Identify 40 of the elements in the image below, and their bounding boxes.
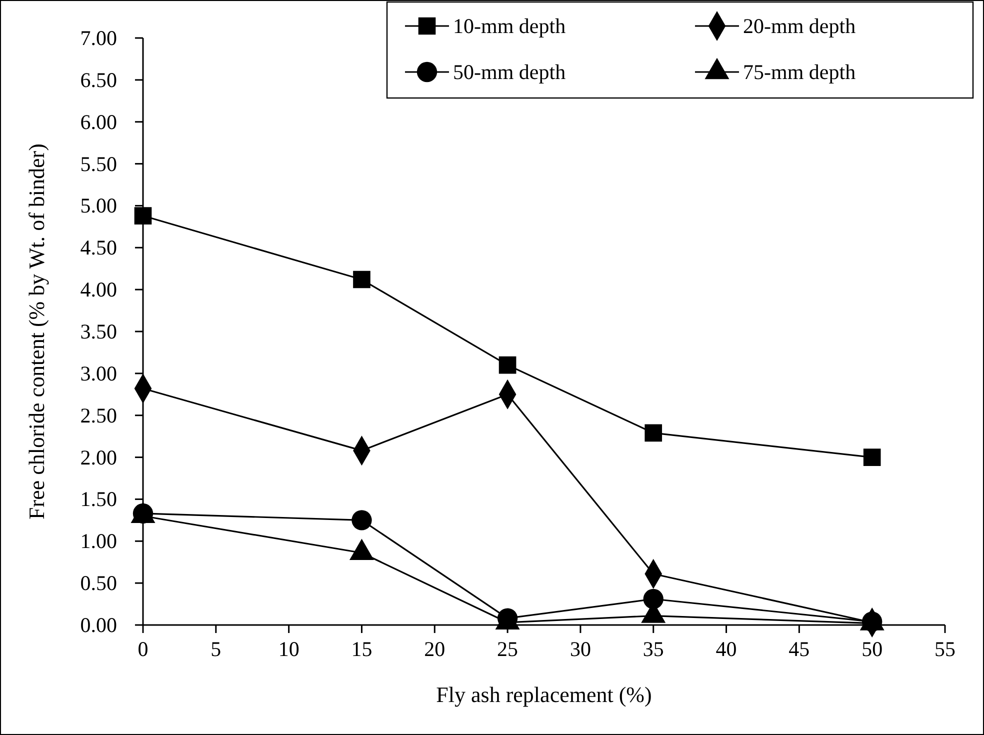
point xyxy=(863,448,881,466)
point xyxy=(352,510,372,530)
y-tick-label: 3.50 xyxy=(80,320,117,344)
y-tick-label: 4.50 xyxy=(80,236,117,260)
point xyxy=(134,207,152,224)
x-tick-label: 30 xyxy=(570,637,591,661)
y-tick-label: 1.00 xyxy=(80,529,117,554)
x-tick-label: 0 xyxy=(138,637,148,661)
legend-label: 75-mm depth xyxy=(743,60,856,84)
point xyxy=(498,356,516,374)
legend-label: 50-mm depth xyxy=(453,60,566,84)
point xyxy=(643,588,664,610)
legend-label: 10-mm depth xyxy=(453,14,566,38)
x-tick-label: 25 xyxy=(497,637,518,661)
y-tick-label: 3.00 xyxy=(80,361,117,386)
x-tick-label: 35 xyxy=(642,637,664,661)
y-tick-label: 5.50 xyxy=(80,152,117,176)
x-tick-label: 40 xyxy=(716,637,737,661)
x-tick-label: 20 xyxy=(424,637,446,661)
point xyxy=(644,424,662,442)
y-tick-label: 0.50 xyxy=(80,571,117,596)
y-tick-label: 5.00 xyxy=(80,194,117,218)
x-tick-label: 45 xyxy=(788,637,810,661)
x-tick-label: 10 xyxy=(278,637,300,661)
point xyxy=(353,270,370,288)
y-tick-label: 6.50 xyxy=(80,68,117,92)
y-tick-label: 2.50 xyxy=(80,403,117,428)
y-tick-label: 6.00 xyxy=(80,110,117,134)
y-tick-label: 7.00 xyxy=(80,26,117,50)
x-axis-title: Fly ash replacement (%) xyxy=(436,682,652,707)
x-tick-label: 15 xyxy=(351,637,372,661)
y-tick-label: 4.00 xyxy=(80,278,117,302)
y-axis-title: Free chloride content (% by Wt. of binder) xyxy=(24,144,49,520)
y-tick-label: 2.00 xyxy=(80,445,117,470)
legend-label: 20-mm depth xyxy=(743,14,856,38)
x-tick-label: 5 xyxy=(210,637,222,661)
y-tick-label: 1.50 xyxy=(80,487,117,512)
y-tick-label: 0.00 xyxy=(80,613,117,637)
x-tick-label: 55 xyxy=(934,637,956,661)
x-tick-label: 50 xyxy=(862,637,883,661)
